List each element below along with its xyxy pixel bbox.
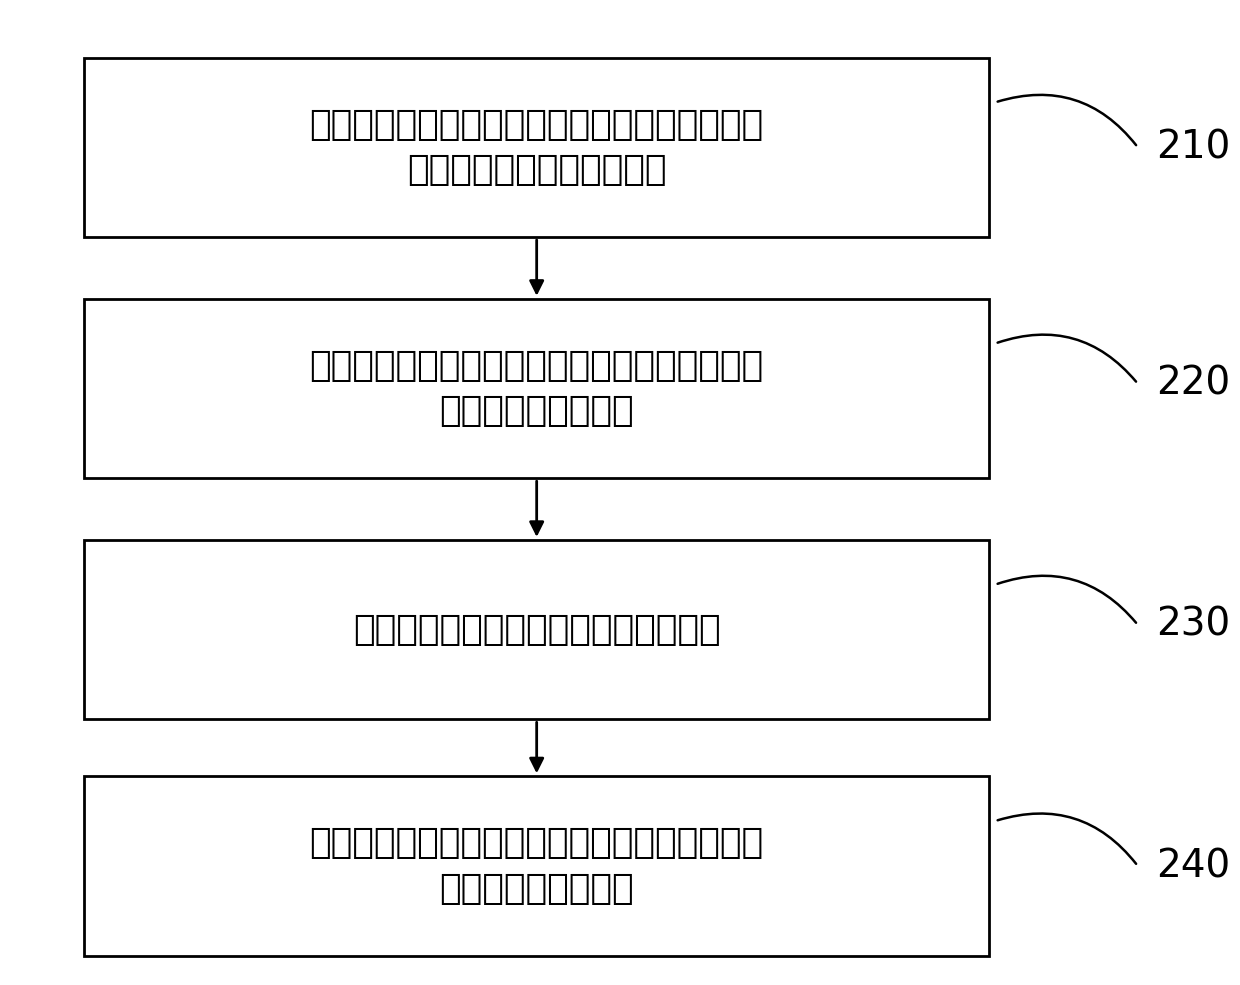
Text: 210: 210 <box>1156 128 1230 166</box>
Text: 230: 230 <box>1156 606 1230 644</box>
FancyBboxPatch shape <box>84 57 990 237</box>
Text: 诊断设备的充电电流: 诊断设备的充电电流 <box>439 872 634 905</box>
Text: 获取所述车辆诊断设备当前的使用状态: 获取所述车辆诊断设备当前的使用状态 <box>353 613 720 646</box>
FancyBboxPatch shape <box>84 540 990 719</box>
FancyBboxPatch shape <box>84 776 990 955</box>
Text: 一个部件的功耗参数: 一个部件的功耗参数 <box>439 394 634 428</box>
Text: 240: 240 <box>1156 847 1230 885</box>
Text: 基于所述散热等级管理所述车辆诊断设备中至少: 基于所述散热等级管理所述车辆诊断设备中至少 <box>310 349 764 383</box>
Text: 220: 220 <box>1156 364 1230 403</box>
Text: 辆诊断设备当前的散热等级: 辆诊断设备当前的散热等级 <box>407 153 666 187</box>
Text: 结合所述散热等级和所述使用状态调整所述车辆: 结合所述散热等级和所述使用状态调整所述车辆 <box>310 826 764 860</box>
Text: 根据车辆诊断设备当前的放置状态，确定所述车: 根据车辆诊断设备当前的放置状态，确定所述车 <box>310 107 764 142</box>
FancyBboxPatch shape <box>84 298 990 479</box>
